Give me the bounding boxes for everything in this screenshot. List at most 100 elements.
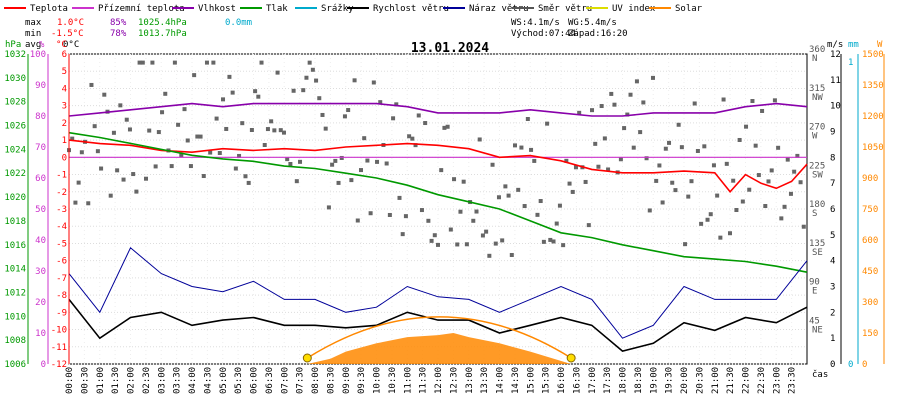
time-tick: 18:00 bbox=[619, 367, 629, 394]
w-axis-title: W bbox=[877, 40, 883, 50]
wind-dir-point bbox=[590, 108, 595, 113]
wind-dir-point bbox=[416, 113, 421, 118]
wind-dir-point bbox=[535, 212, 540, 217]
wind-dir-point bbox=[378, 100, 383, 105]
pct-tick: 10 bbox=[35, 329, 46, 339]
ms-tick: 6 bbox=[830, 205, 835, 215]
pct-tick: 100 bbox=[30, 50, 46, 60]
wind-dir-point bbox=[577, 110, 582, 115]
wind-dir-point bbox=[513, 143, 518, 148]
deg-tick: 180 bbox=[809, 200, 825, 210]
wind-dir-point bbox=[317, 96, 322, 101]
series-lines bbox=[68, 102, 808, 352]
hpa-tick: 1028 bbox=[4, 98, 26, 108]
wind-dir-point bbox=[265, 127, 270, 132]
time-tick: 03:30 bbox=[173, 367, 183, 394]
wind-dir-point bbox=[73, 200, 78, 205]
wind-dir-point bbox=[458, 209, 463, 214]
ms-tick: 12 bbox=[830, 50, 841, 60]
wind-dir-point bbox=[785, 157, 790, 162]
time-tick: 15:30 bbox=[542, 367, 552, 394]
wind-dir-point bbox=[506, 193, 511, 198]
wind-dir-point bbox=[708, 212, 713, 217]
time-tick: 23:30 bbox=[788, 367, 798, 394]
wind-dir-point bbox=[407, 134, 412, 139]
wind-dir-point bbox=[516, 187, 521, 192]
ms-tick: 1 bbox=[830, 334, 835, 344]
stat-avg-temp: 0°C bbox=[63, 40, 79, 50]
wind-dir-point bbox=[612, 102, 617, 107]
solar-series bbox=[307, 333, 572, 364]
wind-dir-point bbox=[201, 174, 206, 179]
wind-dir-point bbox=[352, 78, 357, 83]
dir-tick: SW bbox=[812, 170, 823, 180]
wind-dir-point bbox=[307, 60, 312, 65]
stat-min-hum: 78% bbox=[110, 29, 127, 39]
wind-dir-point bbox=[256, 94, 261, 99]
wind-dir-point bbox=[397, 195, 402, 200]
wind-dir-point bbox=[185, 138, 190, 143]
wind-dir-point bbox=[288, 162, 293, 167]
wind-dir-point bbox=[625, 112, 630, 117]
legend-label: Teplota bbox=[30, 4, 68, 14]
wind-dir-point bbox=[545, 121, 550, 126]
wind-dir-point bbox=[394, 102, 399, 107]
time-tick: 08:00 bbox=[311, 367, 321, 394]
wind-dir-point bbox=[631, 145, 636, 150]
c-tick: -6 bbox=[56, 257, 67, 267]
wind-dir-point bbox=[724, 161, 729, 166]
w-tick: 1200 bbox=[862, 112, 884, 122]
wind-dir-point bbox=[673, 188, 678, 193]
deg-tick: 270 bbox=[809, 123, 825, 133]
wind-dir-point bbox=[102, 92, 107, 97]
dir-tick: S bbox=[812, 209, 817, 219]
time-tick: 13:00 bbox=[465, 367, 475, 394]
wind-dir-point bbox=[660, 200, 665, 205]
dir-tick: E bbox=[812, 287, 817, 297]
wind-dir-point bbox=[436, 242, 440, 247]
time-tick: 01:30 bbox=[111, 367, 121, 394]
stat-max-rain: 0.0mm bbox=[225, 18, 252, 28]
wind-dir-point bbox=[727, 231, 732, 236]
wind-dir-point bbox=[618, 157, 623, 162]
wind-dir-point bbox=[493, 241, 498, 246]
wind-dir-point bbox=[211, 60, 216, 65]
series-rychlost-v-tru bbox=[68, 298, 808, 352]
wind-dir-point bbox=[134, 189, 139, 194]
wind-dir-point bbox=[448, 227, 453, 232]
wind-dir-point bbox=[464, 242, 469, 247]
legend-label: Vlhkost bbox=[198, 4, 236, 14]
time-tick: 09:00 bbox=[342, 367, 352, 394]
w-tick: 1350 bbox=[862, 81, 884, 91]
deg-tick: 135 bbox=[809, 239, 825, 249]
c-tick: -12 bbox=[51, 360, 67, 370]
w-tick: 600 bbox=[862, 236, 878, 246]
wind-dir-point bbox=[532, 158, 537, 163]
wind-dir-point bbox=[272, 128, 277, 133]
wind-dir-point bbox=[336, 180, 341, 185]
wind-dir-point bbox=[801, 224, 806, 229]
ms-tick: 8 bbox=[830, 153, 835, 163]
wind-dir-point bbox=[285, 157, 290, 162]
wind-dir-point bbox=[519, 145, 524, 150]
hpa-tick: 1016 bbox=[4, 241, 26, 251]
pct-tick: 60 bbox=[35, 174, 46, 184]
hpa-tick: 1020 bbox=[4, 193, 26, 203]
legend-label: Srážky bbox=[321, 4, 354, 14]
series-teplota bbox=[68, 139, 808, 194]
legend-label: Tlak bbox=[266, 4, 288, 14]
wind-dir-point bbox=[779, 216, 784, 221]
wind-dir-point bbox=[744, 124, 749, 129]
time-tick: 17:00 bbox=[588, 367, 598, 394]
time-tick: 03:00 bbox=[157, 367, 167, 394]
w-tick: 300 bbox=[862, 298, 878, 308]
legend-label: Rychlost větru bbox=[373, 4, 449, 14]
ms-tick: 4 bbox=[830, 257, 835, 267]
wind-dir-point bbox=[217, 150, 222, 155]
plot-area bbox=[67, 53, 808, 365]
wind-dir-point bbox=[557, 203, 562, 208]
ms-tick: 3 bbox=[830, 283, 835, 293]
wind-dir-point bbox=[246, 180, 251, 185]
wind-dir-point bbox=[301, 88, 306, 93]
time-tick: 16:30 bbox=[572, 367, 582, 394]
